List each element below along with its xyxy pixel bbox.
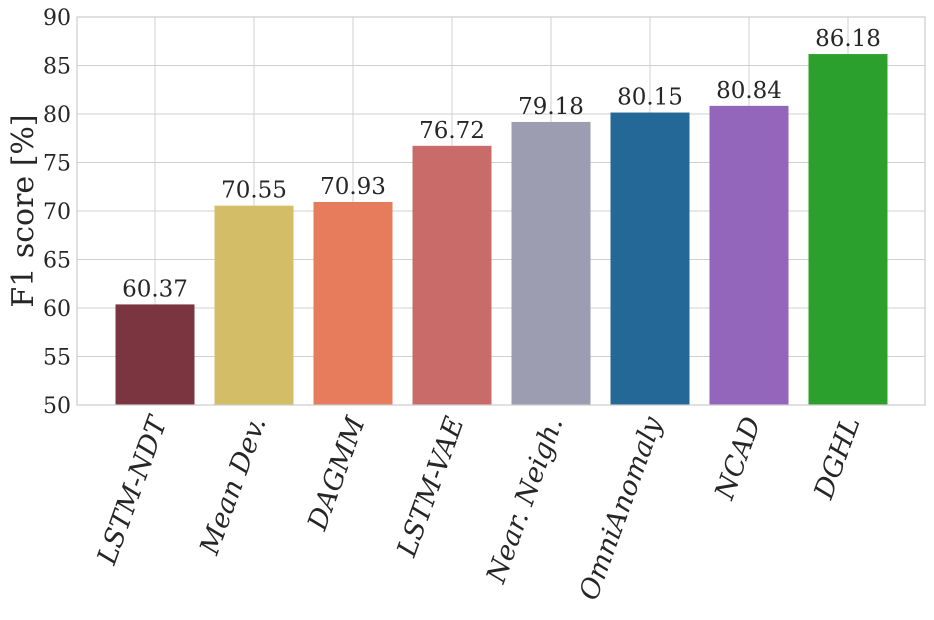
x-tick-label: OmniAnomaly	[574, 412, 669, 604]
value-label: 70.93	[320, 174, 386, 200]
bar	[610, 112, 690, 406]
y-tick-label: 70	[43, 200, 71, 225]
x-tick-labels: LSTM-NDT Mean Dev. DAGMM LSTM-VAE Near. Neig…	[91, 411, 866, 604]
y-tick-label: 90	[43, 6, 71, 31]
bar	[412, 145, 492, 406]
x-tick-label: LSTM-VAE	[391, 413, 471, 562]
value-label: 80.84	[716, 78, 782, 104]
x-tick-label: DAGMM	[302, 412, 372, 536]
value-label: 79.18	[518, 94, 584, 120]
value-label: 60.37	[122, 276, 188, 302]
grid-lines	[77, 16, 925, 406]
y-tick-label: 85	[43, 55, 71, 80]
value-label: 76.72	[419, 118, 485, 144]
y-tick-label: 55	[43, 346, 71, 371]
bars	[115, 54, 888, 406]
y-tick-label: 60	[43, 297, 71, 322]
y-axis-title: F1 score [%]	[6, 114, 41, 307]
y-tick-label: 75	[43, 152, 71, 177]
plot-frame	[76, 16, 926, 406]
y-tick-label: 65	[43, 249, 71, 274]
y-tick-labels: 50 55 60 65 70 75 80 85 90	[43, 6, 71, 419]
x-tick-label: DGHL	[808, 413, 866, 504]
bar	[709, 105, 789, 406]
x-tick-label: Mean Dev.	[194, 413, 273, 560]
y-tick-label: 80	[43, 103, 71, 128]
bar	[115, 304, 195, 405]
bar	[511, 121, 591, 405]
value-label: 70.55	[221, 178, 287, 204]
bar	[808, 54, 888, 405]
x-tick-label: LSTM-NDT	[91, 411, 174, 570]
x-tick-label: Near. Neigh.	[480, 413, 569, 588]
bar	[313, 201, 393, 405]
x-tick-label: NCAD	[709, 412, 768, 504]
y-tick-label: 50	[43, 394, 71, 419]
value-labels: 60.37 70.55 70.93 76.72 79.18 80.15 80.84 86.18	[122, 26, 881, 302]
value-label: 80.15	[617, 85, 683, 111]
value-label: 86.18	[815, 26, 881, 52]
bar	[214, 205, 294, 405]
